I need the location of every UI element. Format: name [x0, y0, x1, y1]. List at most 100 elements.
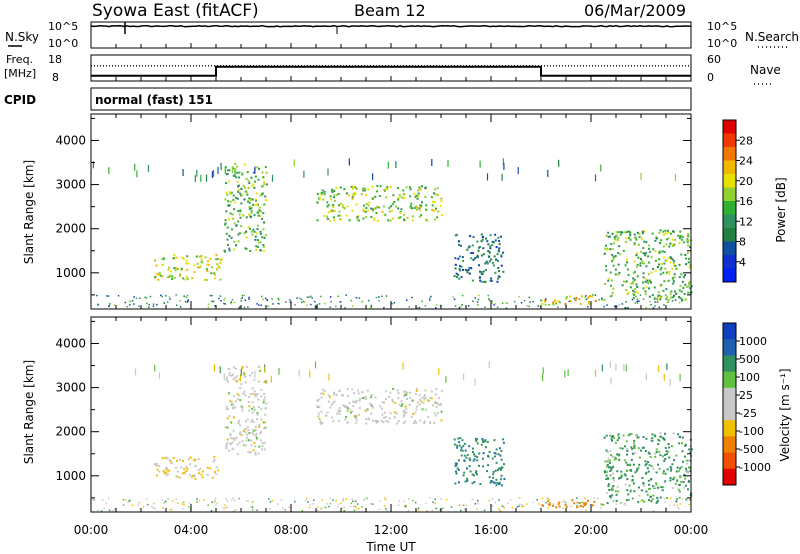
echo-cell: [633, 242, 636, 245]
echo-cell: [298, 369, 300, 377]
echo-cell: [611, 253, 614, 256]
echo-cell: [454, 234, 457, 237]
echo-cell: [635, 265, 638, 268]
echo-cell: [358, 297, 361, 299]
echo-cell: [402, 390, 405, 393]
echo-cell: [662, 472, 665, 475]
echo-cell: [688, 503, 690, 506]
echo-cell: [674, 290, 677, 293]
echo-cell: [269, 508, 271, 510]
echo-cell: [355, 421, 358, 424]
echo-cell: [612, 264, 615, 267]
echo-cell: [615, 441, 617, 444]
echo-cell: [262, 185, 264, 188]
echo-cell: [395, 205, 398, 208]
echo-cell: [209, 294, 211, 297]
echo-cell: [198, 255, 201, 258]
echo-cell: [97, 509, 99, 511]
echo-cell: [229, 191, 232, 194]
echo-cell: [166, 468, 169, 471]
echo-cell: [456, 444, 459, 447]
echo-cell: [165, 500, 167, 503]
echo-cell: [215, 267, 218, 270]
echo-cell: [365, 194, 367, 197]
echo-cell: [259, 210, 262, 213]
echo-cell: [626, 447, 629, 450]
echo-cell: [231, 228, 233, 231]
echo-cell: [108, 167, 110, 175]
echo-cell: [632, 292, 635, 295]
echo-cell: [584, 502, 587, 505]
echo-cell: [169, 274, 172, 277]
echo-cell: [314, 300, 316, 303]
echo-cell: [579, 505, 582, 507]
echo-cell: [226, 506, 228, 509]
echo-cell: [179, 458, 182, 461]
echo-cell: [260, 395, 263, 398]
echo-cell: [249, 227, 251, 230]
echo-cell: [231, 166, 233, 173]
echo-cell: [678, 241, 681, 244]
echo-cell: [684, 253, 687, 256]
echo-cell: [355, 188, 358, 190]
echo-cell: [225, 445, 228, 448]
echo-cell: [672, 432, 675, 435]
echo-cell: [582, 505, 585, 508]
echo-cell: [162, 470, 165, 472]
echo-cell: [417, 509, 420, 511]
echo-cell: [430, 196, 433, 199]
echo-cell: [181, 472, 184, 475]
echo-cell: [229, 442, 232, 445]
echo-cell: [316, 193, 319, 195]
echo-cell: [671, 277, 674, 280]
echo-cell: [492, 476, 495, 479]
echo-cell: [626, 293, 629, 295]
echo-cell: [616, 239, 619, 242]
echo-cell: [470, 257, 473, 260]
echo-cell: [225, 507, 227, 509]
echo-cell: [227, 200, 230, 203]
echo-cell: [171, 275, 174, 278]
echo-cell: [532, 300, 534, 303]
echo-cell: [340, 502, 342, 504]
echo-cell: [179, 273, 182, 276]
echo-cell: [419, 187, 422, 190]
echo-cell: [251, 407, 253, 410]
noise-left-tick-bottom: 10^0: [48, 37, 78, 50]
echo-cell: [654, 305, 656, 307]
echo-cell: [667, 443, 670, 445]
echo-cell: [642, 252, 645, 255]
echo-cell: [605, 449, 608, 452]
echo-cell: [397, 207, 400, 210]
echo-cell: [147, 503, 149, 506]
echo-cell: [502, 251, 505, 254]
echo-cell: [434, 393, 437, 396]
echo-cell: [317, 415, 320, 418]
echo-cell: [626, 453, 628, 456]
echo-cell: [183, 468, 186, 471]
echo-cell: [493, 304, 495, 306]
echo-cell: [654, 239, 657, 242]
echo-cell: [378, 299, 380, 302]
echo-cell: [609, 474, 612, 477]
echo-cell: [664, 472, 667, 475]
echo-cell: [663, 459, 666, 462]
echo-cell: [252, 392, 255, 395]
echo-cell: [253, 406, 256, 408]
echo-cell: [669, 497, 672, 499]
echo-cell: [664, 432, 666, 435]
echo-cell: [678, 276, 681, 279]
echo-cell: [250, 230, 253, 233]
echo-cell: [453, 438, 456, 441]
echo-cell: [175, 304, 178, 306]
echo-cell: [232, 174, 235, 177]
echo-cell: [610, 243, 613, 245]
echo-cell: [631, 298, 634, 301]
echo-cell: [652, 509, 655, 512]
echo-cell: [385, 398, 387, 401]
echo-cell: [237, 422, 240, 425]
echo-cell: [669, 469, 672, 472]
echo-cell: [648, 452, 651, 455]
